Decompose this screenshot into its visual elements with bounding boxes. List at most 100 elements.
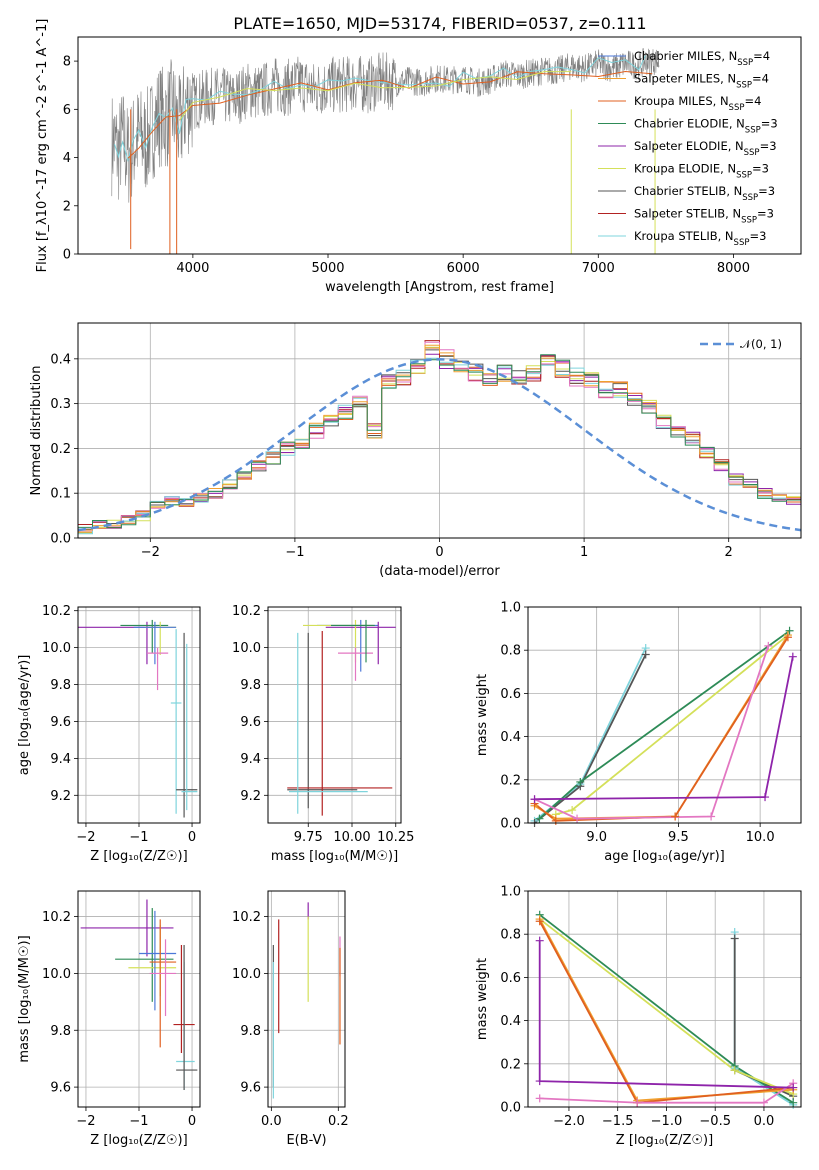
axes-frame: [77, 322, 802, 539]
x-tick-label: 10.0: [746, 830, 775, 845]
plot-area: [533, 630, 794, 823]
plot-area: [78, 619, 198, 818]
y-tick-label: 0.3: [50, 397, 71, 412]
legend-label: Chabrier ELODIE, NSSP=3: [634, 117, 778, 136]
histogram-step-line: [78, 349, 801, 530]
panel-spectrum: 4000 5000 6000 7000 8000 0 2 4 6 8 wavelength [Ang…: [35, 19, 802, 295]
x-tick-label: 0: [188, 830, 196, 845]
weight-marker: [730, 1066, 739, 1075]
x-tick-label: 0: [188, 1114, 196, 1129]
weight-marker: [573, 814, 582, 823]
x-tick-label: −1: [285, 545, 304, 560]
weight-marker: [707, 812, 716, 821]
panel-weight-vs-age: 9.0 9.5 10.0 0.0 0.2 0.4 0.6 0.8 1.0 age [log₁₀(a…: [475, 601, 802, 864]
weight-marker: [535, 1094, 544, 1103]
axes-frame: [77, 606, 201, 824]
y-tick-label: 9.8: [240, 1024, 261, 1039]
y-tick-label: 10.2: [42, 910, 71, 925]
weight-marker: [535, 936, 544, 945]
y-tick-label: 10.0: [42, 641, 71, 656]
y-axis-label: Flux [f_λ10^-17 erg cm^-2 s^-1 A^-1]: [35, 19, 50, 273]
y-tick-label: 8: [63, 55, 71, 70]
x-tick-label: 0: [435, 545, 443, 560]
weight-marker: [785, 626, 794, 635]
weight-marker: [759, 1098, 768, 1107]
weight-line: [555, 634, 789, 816]
y-tick-label: 9.8: [50, 678, 71, 693]
y-tick-label: 4: [63, 151, 71, 166]
plot-area: [80, 899, 198, 1090]
y-tick-label: 10.2: [232, 910, 261, 925]
y-tick-label: 9.4: [240, 752, 261, 767]
legend-label: Salpeter STELIB, NSSP=3: [634, 207, 774, 226]
x-tick-label: 4000: [176, 261, 209, 276]
weight-marker: [530, 795, 539, 804]
weight-marker: [764, 641, 773, 650]
weight-marker: [789, 1083, 798, 1092]
weight-line: [539, 1082, 794, 1104]
legend-label: Salpeter MILES, NSSP=4: [634, 72, 769, 91]
x-tick-label: −2: [141, 545, 160, 560]
axes-frame: [527, 890, 802, 1108]
panel-age-vs-z: −2 −1 0 9.2 9.4 9.6 9.8 10.0 10.2 Z [log₁₀(Z/Z☉)]…: [17, 604, 201, 864]
y-tick-label: 0.4: [500, 730, 521, 745]
y-tick-label: 0.2: [500, 1057, 521, 1072]
weight-marker: [535, 814, 544, 823]
model-spectrum-line: [114, 55, 647, 163]
x-tick-label: −1: [129, 830, 148, 845]
axes-frame: [77, 890, 201, 1108]
y-tick-label: 9.6: [240, 715, 261, 730]
x-tick-label: −0.5: [699, 1114, 731, 1129]
y-tick-label: 9.6: [240, 1081, 261, 1096]
x-tick-label: 0.2: [328, 1114, 349, 1129]
plot-area: [78, 340, 801, 535]
y-tick-label: 0.4: [50, 352, 71, 367]
x-tick-label: −2.0: [553, 1114, 585, 1129]
plot-area: [538, 914, 794, 1106]
y-tick-label: 1.0: [500, 885, 521, 900]
weight-marker: [788, 652, 797, 661]
histogram-step-line: [78, 357, 801, 535]
y-tick-label: 9.8: [240, 678, 261, 693]
weight-marker: [761, 793, 770, 802]
weight-line: [534, 656, 794, 801]
weight-marker: [535, 1077, 544, 1086]
y-tick-label: 6: [63, 103, 71, 118]
panel-mass-vs-ebv: 0.0 0.2 9.6 9.8 10.0 10.2 E(B-V): [232, 890, 349, 1148]
y-axis-label: age [log₁₀(age/yr)]: [17, 655, 32, 776]
plot-area: [287, 619, 396, 816]
x-tick-label: 0.0: [261, 1114, 282, 1129]
weight-marker: [730, 934, 739, 943]
weight-marker: [789, 1098, 798, 1107]
x-tick-label: 7000: [582, 261, 615, 276]
y-tick-label: 0.0: [500, 817, 521, 832]
y-axis-label: mass weight: [475, 958, 490, 1040]
y-axis-label: mass [log₁₀(M/M☉)]: [17, 935, 32, 1062]
x-tick-label: 5000: [311, 261, 344, 276]
x-tick-label: −1: [129, 1114, 148, 1129]
y-tick-label: 9.6: [50, 1081, 71, 1096]
plot-area: [111, 48, 660, 254]
y-tick-label: 0.1: [50, 487, 71, 502]
axes-frame: [267, 606, 402, 824]
y-axis-label: Normed distribution: [29, 366, 44, 496]
panel-age-vs-mass: 9.75 10.00 10.25 9.2 9.4 9.6 9.8 10.0 10.2 mass […: [232, 604, 414, 864]
x-tick-label: 0.0: [754, 1114, 775, 1129]
y-tick-label: 10.2: [232, 604, 261, 619]
x-axis-label: Z [log₁₀(Z/Z☉)]: [90, 1133, 187, 1148]
weight-marker: [568, 806, 577, 815]
legend-label: 𝒩(0, 1): [740, 337, 782, 351]
x-axis-label: mass [log₁₀(M/M☉)]: [271, 849, 398, 864]
plot-area: [272, 902, 341, 1099]
legend-label: Kroupa STELIB, NSSP=3: [634, 229, 766, 248]
x-axis-label: E(B-V): [286, 1133, 326, 1148]
weight-line: [534, 645, 770, 820]
weight-marker: [576, 777, 585, 786]
y-tick-label: 0.0: [500, 1101, 521, 1116]
y-tick-label: 9.8: [50, 1024, 71, 1039]
weight-marker: [783, 633, 792, 642]
y-tick-label: 1.0: [500, 601, 521, 616]
x-axis-label: (data-model)/error: [379, 564, 500, 579]
x-tick-label: 9.5: [668, 830, 689, 845]
